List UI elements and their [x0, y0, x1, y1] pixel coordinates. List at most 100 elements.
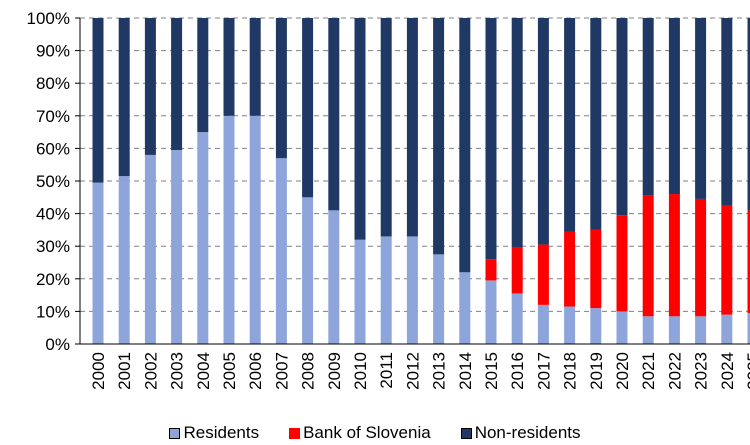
y-tick-label: 10% [36, 302, 70, 321]
y-tick-label: 60% [36, 139, 70, 158]
bar-segment-residents-2003 [171, 150, 183, 344]
bar-segment-residents-2023 [695, 316, 707, 344]
bar-segment-non-residents-2019 [590, 18, 602, 230]
legend-swatch-bank-of-slovenia [289, 427, 301, 439]
bar-segment-bank-of-slovenia-2015 [485, 259, 497, 281]
bar-segment-bank-of-slovenia-2023 [695, 198, 707, 317]
y-tick-label: 0% [45, 335, 70, 354]
x-tick-label: 2002 [141, 352, 160, 390]
x-tick-label: 2011 [377, 352, 396, 389]
bar-segment-non-residents-2006 [249, 18, 261, 116]
x-tick-label: 2006 [246, 352, 265, 390]
x-tick-label: 2014 [456, 352, 475, 390]
bar-segment-residents-2012 [406, 236, 418, 344]
y-tick-labels: 0% 10% 20% 30% 40% 50% 60% 70% 80% 90% 100% [27, 9, 70, 354]
y-tick-label: 30% [36, 237, 70, 256]
bar-segment-bank-of-slovenia-2022 [668, 194, 680, 317]
bar-segment-non-residents-2016 [511, 18, 523, 248]
bar-segment-non-residents-2010 [354, 18, 366, 240]
bar-segment-residents-2022 [668, 316, 680, 344]
bar-segment-bank-of-slovenia-2024 [721, 205, 733, 315]
bar-segment-residents-2014 [459, 272, 471, 344]
bar-segment-residents-2011 [380, 236, 392, 344]
x-tick-label: 2018 [561, 352, 580, 390]
bar-segment-non-residents-2008 [302, 18, 314, 198]
bar-segment-bank-of-slovenia-2025 [747, 210, 750, 314]
bar-segment-non-residents-2017 [537, 18, 549, 245]
bar-segment-non-residents-2011 [380, 18, 392, 237]
bar-segment-residents-2001 [118, 176, 130, 344]
bar-segment-residents-2013 [433, 254, 445, 344]
bar-segment-non-residents-2018 [564, 18, 576, 232]
bar-segment-non-residents-2005 [223, 18, 235, 116]
bar-segment-residents-2010 [354, 239, 366, 344]
bar-segment-residents-2019 [590, 308, 602, 344]
bar-segment-bank-of-slovenia-2021 [642, 195, 654, 317]
x-tick-label: 2012 [403, 352, 422, 390]
bar-segment-non-residents-2021 [642, 18, 654, 196]
y-tick-label: 70% [36, 107, 70, 126]
bar-segment-bank-of-slovenia-2016 [511, 247, 523, 294]
x-tick-label: 2024 [718, 352, 737, 390]
bar-segment-non-residents-2000 [92, 18, 104, 183]
x-tick-labels: 2000 2001 2002 2003 2004 2005 2006 2007 2008 2009… [89, 352, 750, 390]
bar-segment-residents-2016 [511, 293, 523, 344]
stacked-bar-chart: 0%10%20%30%40%50%60%70%80%90%100% 2000 20… [27, 9, 750, 390]
legend-label-residents: Residents [183, 423, 260, 442]
bar-segment-residents-2018 [564, 306, 576, 344]
bar-segment-residents-2004 [197, 132, 209, 344]
y-tick-label: 90% [36, 42, 70, 61]
bar-segment-residents-2005 [223, 115, 235, 344]
bar-segment-residents-2025 [747, 313, 750, 344]
bar-segment-bank-of-slovenia-2017 [537, 244, 549, 305]
legend-item-bank-of-slovenia: Bank of Slovenia [289, 423, 431, 443]
x-tick-label: 2003 [168, 352, 187, 390]
bar-segment-non-residents-2002 [144, 18, 156, 155]
bar-segment-non-residents-2012 [406, 18, 418, 237]
bar-segment-residents-2020 [616, 311, 628, 344]
bar-segment-non-residents-2001 [118, 18, 130, 177]
bar-segment-non-residents-2013 [433, 18, 445, 255]
bar-segment-residents-2015 [485, 280, 497, 344]
x-tick-label: 2015 [482, 352, 501, 390]
x-tick-label: 2008 [299, 352, 318, 390]
legend-item-non-residents: Non-residents [460, 423, 581, 443]
x-tick-label: 2005 [220, 352, 239, 390]
bar-segment-residents-2006 [249, 115, 261, 344]
bar-segment-non-residents-2022 [668, 18, 680, 195]
bar-segment-residents-2002 [144, 154, 156, 344]
x-tick-label: 2019 [587, 352, 606, 390]
x-tick-label: 2025 [744, 352, 750, 390]
bar-segment-non-residents-2004 [197, 18, 209, 133]
x-tick-label: 2013 [430, 352, 449, 390]
bar-segment-non-residents-2003 [171, 18, 183, 151]
legend-swatch-non-residents [460, 427, 472, 439]
x-tick-label: 2023 [692, 352, 711, 390]
x-tick-label: 2007 [272, 352, 291, 390]
bar-segment-non-residents-2025 [747, 18, 750, 211]
y-tick-label: 80% [36, 74, 70, 93]
legend-label-non-residents: Non-residents [474, 423, 581, 442]
bar-segment-residents-2008 [302, 197, 314, 344]
bar-segment-bank-of-slovenia-2019 [590, 229, 602, 309]
bar-segment-bank-of-slovenia-2018 [564, 231, 576, 307]
x-tick-label: 2017 [534, 352, 553, 390]
legend-item-residents: Residents [169, 423, 259, 443]
x-tick-label: 2009 [325, 352, 344, 390]
bar-segment-residents-2024 [721, 314, 733, 344]
bar-segment-non-residents-2007 [275, 18, 287, 159]
legend-label-bank-of-slovenia: Bank of Slovenia [303, 423, 431, 442]
y-tick-label: 40% [36, 205, 70, 224]
x-tick-label: 2016 [508, 352, 527, 390]
y-tick-label: 50% [36, 172, 70, 191]
bars [92, 18, 750, 344]
bar-segment-residents-2007 [275, 158, 287, 344]
bar-segment-non-residents-2020 [616, 18, 628, 216]
bar-segment-non-residents-2009 [328, 18, 340, 211]
bar-segment-residents-2021 [642, 316, 654, 344]
bar-segment-residents-2009 [328, 210, 340, 344]
axes [75, 17, 750, 345]
x-tick-label: 2004 [194, 352, 213, 390]
bar-segment-non-residents-2023 [695, 18, 707, 199]
bar-segment-non-residents-2024 [721, 18, 733, 206]
